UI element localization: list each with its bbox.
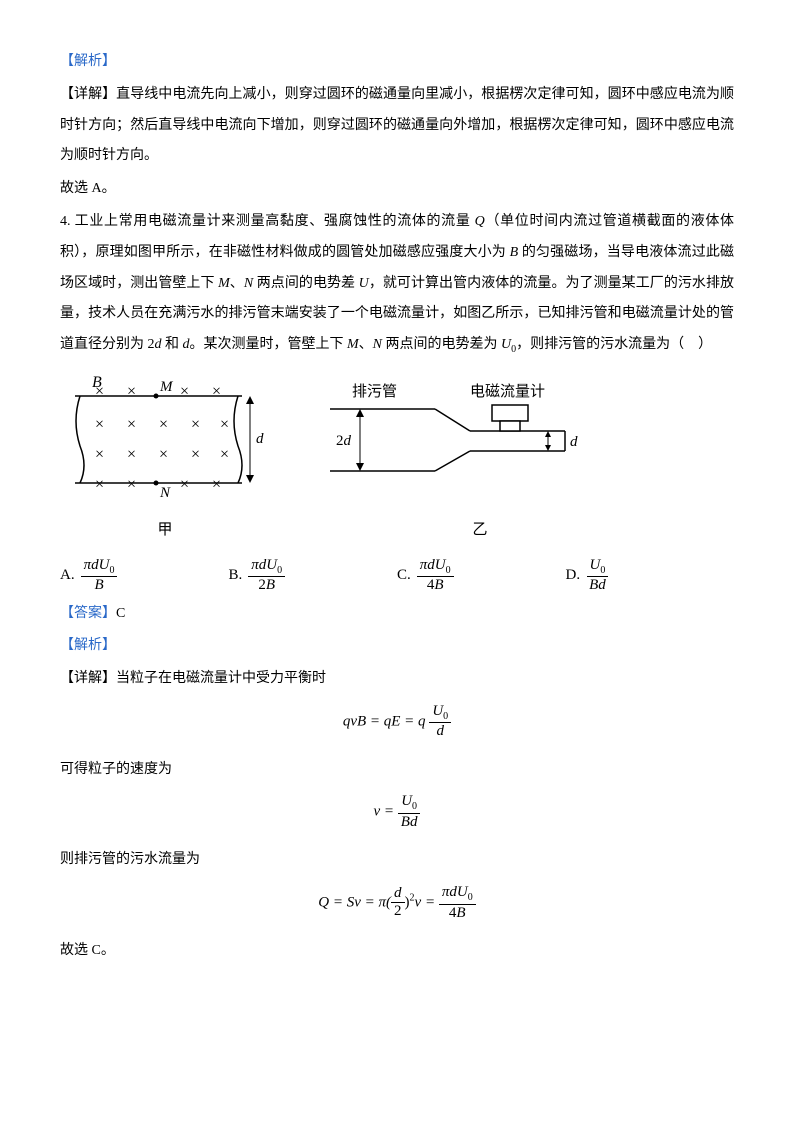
choice-c[interactable]: C. πdU0 4B	[397, 557, 566, 595]
q4-d: d	[155, 337, 162, 352]
eq3: Q = Sv = π( d 2 )2v = πdU0 4B	[60, 884, 734, 922]
q4-num: 4.	[60, 214, 75, 229]
choice-d-frac: U0 Bd	[586, 557, 609, 595]
pick-a: 故选 A。	[60, 174, 734, 205]
q4-t4: 两点间的电势差	[253, 276, 358, 291]
fig2-caption: 乙	[370, 514, 590, 547]
figure-yi: 排污管 电磁流量计 2d d 乙	[330, 381, 590, 547]
q4-t1: 工业上常用电磁流量计来测量高黏度、强腐蚀性的流体的流量	[75, 214, 475, 229]
detail-text: 直导线中电流先向上减小，则穿过圆环的磁通量向里减小，根据楞次定律可知，圆环中感应…	[60, 87, 734, 164]
detail-text-2: 当粒子在电磁流量计中受力平衡时	[116, 671, 326, 686]
eq3-lhs: Q = Sv = π(	[318, 894, 391, 910]
figure-jia: ×××× ××××× ××××× ×××× B M N d 甲	[60, 371, 270, 547]
choice-d[interactable]: D. U0 Bd	[566, 557, 735, 595]
choice-row: A. πdU0 B B. πdU0 2B C. πdU0 4B D. U0 Bd	[60, 557, 734, 595]
svg-text:×: ×	[159, 446, 168, 463]
eq1-lhs: qvB = qE = q	[343, 713, 426, 729]
choice-a[interactable]: A. πdU0 B	[60, 557, 229, 595]
q4-U0: U	[501, 337, 511, 352]
q4-N: N	[244, 276, 253, 291]
eq2-frac: U0 Bd	[398, 793, 421, 831]
eq3-frac2: πdU0 4B	[439, 884, 476, 922]
svg-text:×: ×	[191, 446, 200, 463]
detail-2: 【详解】当粒子在电磁流量计中受力平衡时	[60, 664, 734, 695]
svg-text:×: ×	[212, 383, 221, 400]
fig1-B: B	[92, 374, 102, 391]
q4-body: 4. 工业上常用电磁流量计来测量高黏度、强腐蚀性的流体的流量 Q（单位时间内流过…	[60, 207, 734, 361]
choice-c-letter: C.	[397, 559, 411, 592]
pick-c: 故选 C。	[60, 936, 734, 967]
fig2-meter-label: 电磁流量计	[470, 383, 545, 400]
choice-b[interactable]: B. πdU0 2B	[229, 557, 398, 595]
eq2-lhs: v =	[374, 804, 398, 820]
choice-c-frac: πdU0 4B	[417, 557, 454, 595]
q4-M: M	[218, 276, 230, 291]
fig1-caption: 甲	[60, 514, 270, 547]
eq1: qvB = qE = q U0 d	[60, 703, 734, 741]
q4-d2: d	[183, 337, 190, 352]
detail-label-2: 【详解】	[60, 671, 116, 686]
svg-text:×: ×	[159, 416, 168, 433]
line3: 则排污管的污水流量为	[60, 845, 734, 876]
figure-row: ×××× ××××× ××××× ×××× B M N d 甲 排污管 电磁流量…	[60, 371, 734, 547]
q4-t7: 。某次测量时，管壁上下	[190, 337, 348, 352]
fig2-svg: 排污管 电磁流量计 2d d	[330, 381, 590, 501]
svg-text:×: ×	[127, 416, 136, 433]
answer-val: C	[116, 606, 125, 621]
analysis-label-2: 【解析】	[60, 631, 734, 662]
svg-text:×: ×	[220, 416, 229, 433]
fig1-N: N	[159, 485, 171, 501]
line2: 可得粒子的速度为	[60, 755, 734, 786]
q4-t9: ，则排污管的污水流量为（ ）	[516, 337, 712, 352]
svg-text:×: ×	[127, 476, 136, 493]
svg-text:×: ×	[95, 416, 104, 433]
svg-text:×: ×	[127, 446, 136, 463]
answer-line: 【答案】C	[60, 599, 734, 630]
q4-U: U	[359, 276, 369, 291]
fig2-d: d	[570, 434, 578, 450]
answer-label: 【答案】	[60, 606, 116, 621]
svg-text:×: ×	[180, 383, 189, 400]
detail-para-1: 【详解】直导线中电流先向上减小，则穿过圆环的磁通量向里减小，根据楞次定律可知，圆…	[60, 80, 734, 172]
q4-t8: 两点间的电势差为	[382, 337, 501, 352]
svg-text:×: ×	[180, 476, 189, 493]
svg-text:×: ×	[95, 446, 104, 463]
choice-b-letter: B.	[229, 559, 243, 592]
analysis-label: 【解析】	[60, 47, 734, 78]
fig1-d: d	[256, 431, 264, 447]
fig1-M: M	[159, 379, 174, 395]
svg-text:×: ×	[127, 383, 136, 400]
eq3-mid2: v =	[415, 894, 439, 910]
q4-t6: 和	[162, 337, 183, 352]
eq3-frac1: d 2	[391, 885, 405, 921]
choice-b-frac: πdU0 2B	[248, 557, 285, 595]
svg-text:×: ×	[95, 476, 104, 493]
choice-a-letter: A.	[60, 559, 75, 592]
fig2-pipe-label: 排污管	[352, 383, 397, 400]
svg-text:×: ×	[220, 446, 229, 463]
choice-d-letter: D.	[566, 559, 581, 592]
fig2-2d: 2d	[336, 433, 352, 449]
fig1-svg: ×××× ××××× ××××× ×××× B M N d	[60, 371, 270, 501]
q4-t3: 、	[230, 276, 244, 291]
choice-a-frac: πdU0 B	[81, 557, 118, 595]
eq2: v = U0 Bd	[60, 793, 734, 831]
q4-B: B	[510, 245, 519, 260]
svg-text:×: ×	[191, 416, 200, 433]
q4-Q: Q	[475, 214, 485, 229]
q4-t3b: 、	[359, 337, 373, 352]
q4-N2: N	[373, 337, 382, 352]
eq1-frac: U0 d	[429, 703, 451, 741]
svg-text:×: ×	[212, 476, 221, 493]
q4-M2: M	[347, 337, 359, 352]
detail-label: 【详解】	[60, 87, 116, 102]
